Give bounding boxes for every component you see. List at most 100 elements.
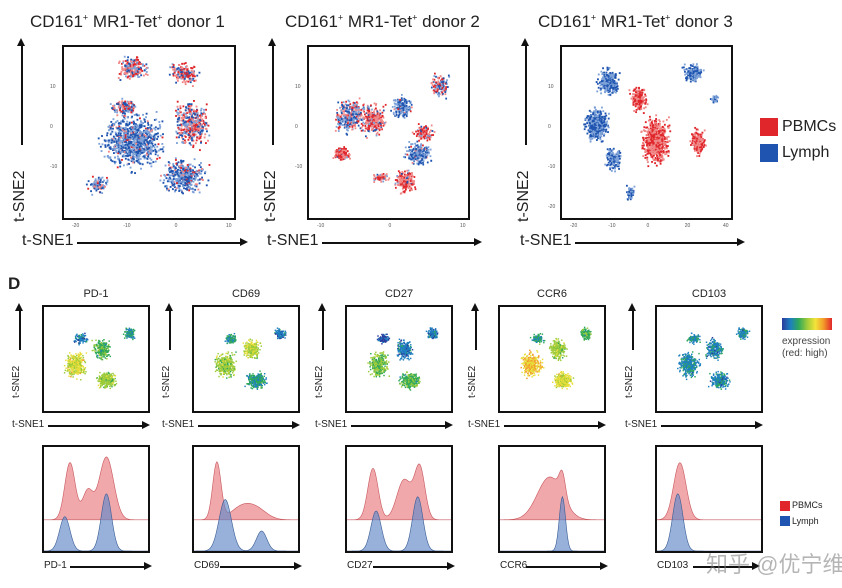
data-point <box>183 67 186 70</box>
data-point <box>188 136 191 139</box>
data-point <box>400 111 403 114</box>
data-point <box>133 135 136 137</box>
data-point <box>122 154 125 157</box>
data-point <box>589 121 592 124</box>
data-point <box>187 74 190 77</box>
data-point <box>172 173 175 176</box>
data-point <box>200 170 203 173</box>
data-point <box>342 153 345 156</box>
data-point <box>373 179 376 182</box>
data-point <box>191 115 193 118</box>
data-point <box>405 179 407 181</box>
data-point <box>417 152 420 154</box>
data-point <box>149 139 151 142</box>
data-point <box>146 120 149 123</box>
data-point <box>154 153 157 156</box>
data-point <box>442 80 445 83</box>
data-point <box>337 119 340 121</box>
data-point <box>186 124 188 127</box>
x-tick-label: 0 <box>388 223 392 229</box>
data-point <box>126 128 129 131</box>
data-point <box>139 126 142 129</box>
data-point <box>99 183 102 186</box>
data-point <box>382 124 385 127</box>
data-point <box>191 124 194 127</box>
data-point <box>177 168 179 171</box>
data-point <box>176 77 179 80</box>
data-point <box>443 87 446 90</box>
data-point <box>124 144 127 146</box>
data-point <box>340 158 342 161</box>
data-point <box>344 118 347 121</box>
data-point <box>94 178 97 181</box>
data-point <box>192 110 195 113</box>
data-point <box>339 120 342 123</box>
data-point <box>429 129 432 132</box>
data-point <box>158 124 161 126</box>
data-point <box>152 149 155 152</box>
data-point <box>382 120 384 123</box>
data-point <box>184 76 186 79</box>
data-point <box>123 155 126 158</box>
data-point <box>403 114 406 117</box>
data-point <box>635 108 638 111</box>
data-point <box>605 128 608 131</box>
data-point <box>206 130 208 133</box>
data-point <box>157 143 160 146</box>
data-point <box>128 150 131 153</box>
data-point <box>192 116 195 119</box>
data-point <box>340 117 343 120</box>
data-point <box>110 120 113 123</box>
data-point <box>149 136 152 139</box>
data-point <box>374 116 377 119</box>
data-point <box>350 116 353 118</box>
data-point <box>610 154 613 157</box>
data-point <box>174 189 177 192</box>
data-point <box>366 136 368 139</box>
data-point <box>411 179 414 182</box>
data-point <box>200 107 203 110</box>
data-point <box>184 73 186 76</box>
data-point <box>357 117 360 120</box>
data-point <box>422 134 425 137</box>
data-point <box>594 124 597 126</box>
data-point <box>380 180 383 183</box>
data-point <box>187 163 190 166</box>
data-point <box>342 148 345 150</box>
data-point <box>427 136 430 139</box>
data-point <box>110 128 112 131</box>
data-point <box>196 109 199 112</box>
data-point <box>130 102 133 105</box>
data-point <box>589 117 591 120</box>
data-point <box>632 93 635 96</box>
data-point <box>120 101 123 104</box>
data-point <box>180 69 183 72</box>
data-point <box>134 63 137 66</box>
data-point <box>418 156 420 159</box>
data-point <box>178 110 181 113</box>
y-tick-label: 0 <box>50 124 53 130</box>
data-point <box>122 61 125 64</box>
data-point <box>111 147 114 150</box>
data-point <box>98 181 101 183</box>
data-point <box>198 182 201 185</box>
data-point <box>416 140 419 143</box>
data-point <box>177 161 180 164</box>
data-point <box>405 113 408 116</box>
data-point <box>127 147 130 150</box>
data-point <box>355 111 358 114</box>
data-point <box>189 111 192 114</box>
data-point <box>136 62 139 64</box>
data-point <box>412 155 415 158</box>
data-point <box>154 133 157 136</box>
data-point <box>600 120 602 123</box>
data-point <box>117 132 120 135</box>
data-point <box>193 175 196 178</box>
data-point <box>118 125 121 128</box>
data-point <box>607 74 610 77</box>
data-point <box>182 181 185 183</box>
data-point <box>199 116 202 119</box>
data-point <box>109 133 112 136</box>
data-point <box>174 172 176 175</box>
data-point <box>380 173 383 176</box>
